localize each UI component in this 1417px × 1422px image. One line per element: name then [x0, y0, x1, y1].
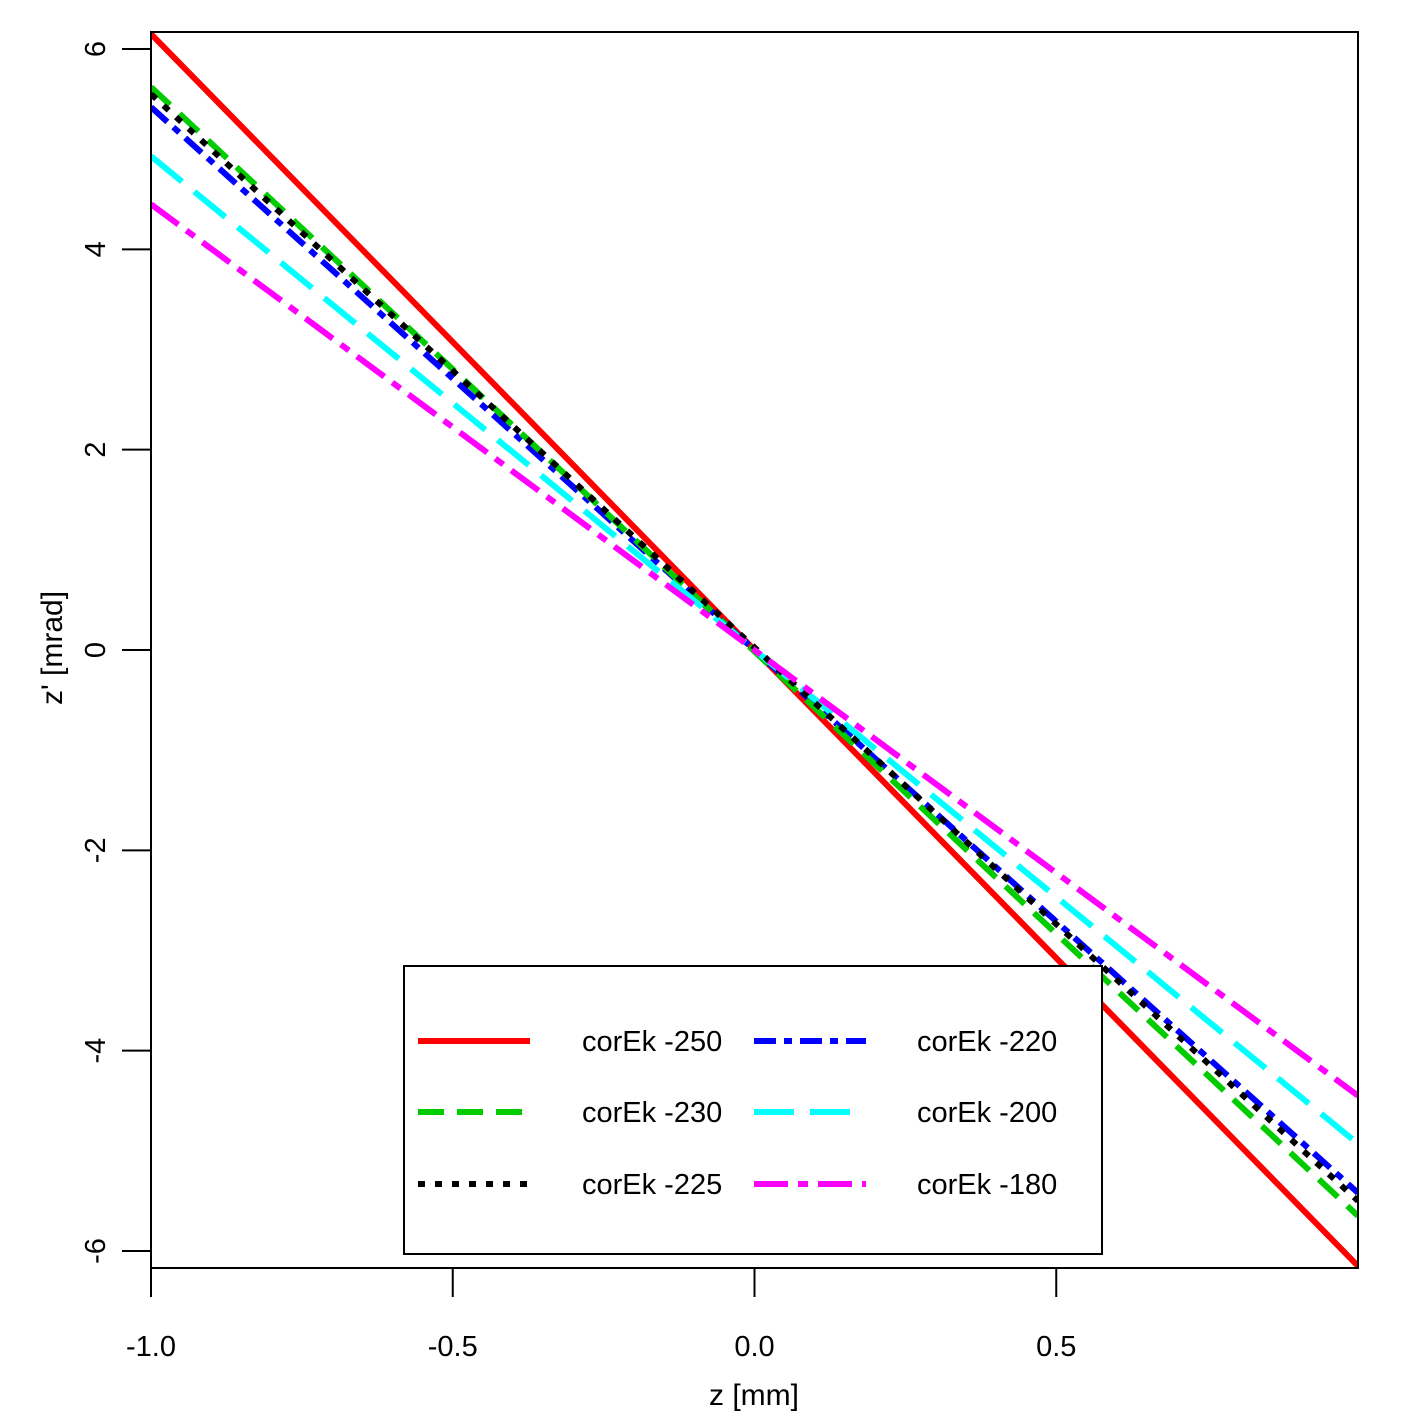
- y-tick-label: 6: [80, 41, 112, 57]
- x-axis-label: z [mm]: [709, 1379, 799, 1412]
- y-tick-label: 2: [80, 442, 112, 458]
- y-axis-label: z' [mrad]: [36, 591, 69, 705]
- y-axis: -6 -4 -2 0 2 4 6: [80, 41, 152, 1264]
- y-tick-label: 4: [80, 241, 112, 257]
- y-tick-label: -2: [80, 837, 112, 863]
- legend-label: corEk -230: [582, 1097, 722, 1129]
- legend-label: corEk -220: [917, 1026, 1057, 1058]
- series-layer: [151, 32, 1358, 1268]
- x-tick-label: 0.5: [1036, 1331, 1076, 1363]
- series-line-corek-180: [151, 201, 1358, 1099]
- y-tick-label: 0: [80, 642, 112, 658]
- legend-label: corEk -200: [917, 1097, 1057, 1129]
- legend-label: corEk -250: [582, 1026, 722, 1058]
- x-tick-label: -0.5: [428, 1331, 478, 1363]
- y-tick-label: -4: [80, 1038, 112, 1064]
- legend-label: corEk -180: [917, 1169, 1057, 1201]
- series-line-corek-200: [151, 153, 1358, 1147]
- x-axis: -1.0 -0.5 0.0 0.5: [126, 1267, 1076, 1363]
- series-line-corek-220: [151, 104, 1358, 1196]
- legend-label: corEk -225: [582, 1169, 722, 1201]
- x-tick-label: -1.0: [126, 1331, 176, 1363]
- x-tick-label: 0.0: [734, 1331, 774, 1363]
- y-tick-label: -6: [80, 1238, 112, 1264]
- legend-box: [403, 965, 1103, 1255]
- legend: corEk -250 corEk -220 corEk -230 corEk -200…: [403, 965, 1103, 1255]
